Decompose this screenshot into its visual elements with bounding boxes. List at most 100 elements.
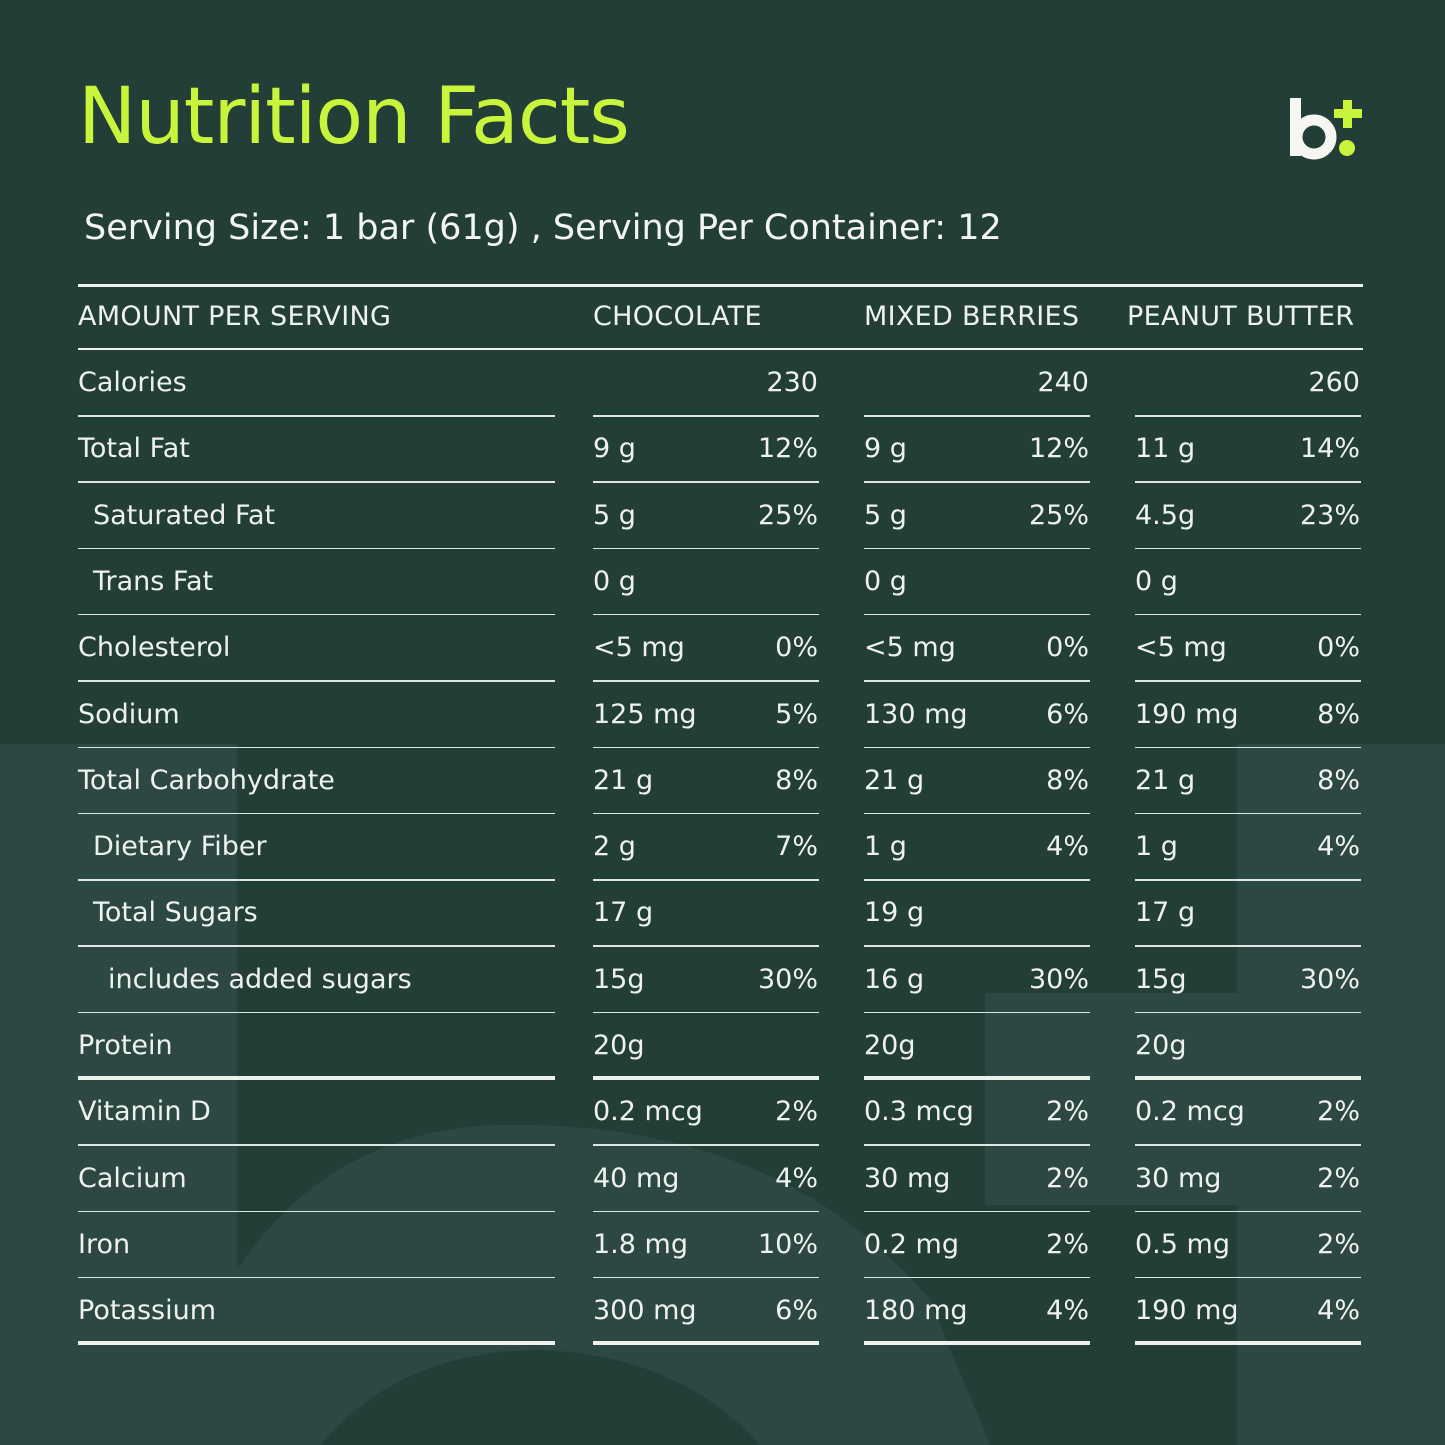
row-divider (593, 1076, 819, 1080)
nutrient-label: Sodium (78, 698, 180, 730)
nutrient-label: Calories (78, 367, 187, 398)
table-row: Sodium 125 mg 5% 130 mg 6% 190 mg 8% (0, 682, 1445, 748)
amount-value: 19 g (864, 897, 925, 929)
nutrient-label: Potassium (78, 1295, 217, 1327)
amount-value: 15g (1135, 963, 1187, 995)
daily-value-percent: 6% (1046, 698, 1089, 730)
row-divider (864, 746, 1090, 748)
daily-value-percent: 5% (775, 698, 818, 730)
table-row: Cholesterol <5 mg 0% <5 mg 0% <5 mg 0% (0, 615, 1445, 682)
row-divider (78, 547, 555, 550)
daily-value-percent: 8% (1046, 764, 1089, 796)
amount-value: 1 g (1135, 831, 1178, 863)
daily-value-percent: 7% (775, 831, 818, 863)
row-divider (78, 1144, 555, 1146)
row-divider (1135, 481, 1361, 483)
amount-value: 0 g (593, 565, 636, 597)
row-divider (593, 1144, 819, 1146)
amount-value: 30 mg (1135, 1162, 1222, 1194)
amount-value: 21 g (864, 764, 925, 796)
row-divider (78, 415, 555, 417)
amount-value: 0 g (1135, 565, 1178, 597)
daily-value-percent: 12% (757, 433, 818, 465)
table-row: Trans Fat 0 g 0 g 0 g (0, 549, 1445, 616)
row-divider (864, 680, 1090, 682)
row-divider (1135, 879, 1361, 881)
amount-value: 20g (593, 1030, 645, 1061)
daily-value-percent: 0% (1317, 632, 1360, 664)
amount-value: 17 g (593, 897, 654, 929)
header-divider (78, 348, 1363, 350)
row-divider (593, 547, 819, 550)
amount-value: 21 g (1135, 764, 1196, 796)
amount-value: 5 g (593, 499, 636, 531)
amount-value: 0.2 mcg (1135, 1096, 1245, 1128)
table-row: includes added sugars 15g 30% 16 g 30% 15g 30% (0, 947, 1445, 1014)
table-row: Calories 230 240 260 (0, 350, 1445, 417)
row-divider (864, 945, 1090, 947)
row-divider (78, 812, 555, 815)
row-divider (1135, 1276, 1361, 1279)
amount-value: 5 g (864, 499, 907, 531)
row-divider (864, 1076, 1090, 1080)
row-divider (864, 1341, 1090, 1346)
table-row: Vitamin D 0.2 mcg 2% 0.3 mcg 2% 0.2 mcg 2% (0, 1079, 1445, 1146)
amount-value: 15g (593, 963, 645, 995)
daily-value-percent: 2% (1317, 1096, 1360, 1128)
row-divider (864, 1276, 1090, 1279)
daily-value-percent: 4% (1046, 1295, 1089, 1327)
row-divider (1135, 415, 1361, 417)
amount-value: 0.2 mcg (593, 1096, 703, 1128)
row-divider (864, 879, 1090, 881)
daily-value-percent: 4% (1317, 1295, 1360, 1327)
daily-value-percent: 2% (775, 1096, 818, 1128)
row-divider (78, 680, 555, 682)
page-title: Nutrition Facts (78, 72, 630, 162)
nutrient-label: Trans Fat (93, 565, 214, 597)
amount-value: 1 g (864, 831, 907, 863)
amount-value: 0.2 mg (864, 1228, 959, 1260)
amount-value: 0 g (864, 565, 907, 597)
daily-value-percent: 2% (1317, 1228, 1360, 1260)
nutrient-label: includes added sugars (108, 963, 412, 995)
amount-value: 0.5 mg (1135, 1228, 1230, 1260)
row-divider (593, 415, 819, 417)
row-divider (593, 1276, 819, 1279)
daily-value-percent: 8% (1317, 764, 1360, 796)
amount-value: <5 mg (593, 632, 685, 664)
daily-value-percent: 12% (1028, 433, 1089, 465)
row-divider (78, 1011, 555, 1014)
row-divider (593, 812, 819, 815)
row-divider (864, 481, 1090, 483)
row-divider (1135, 1341, 1361, 1346)
amount-value: 190 mg (1135, 1295, 1239, 1327)
amount-value: 30 mg (864, 1162, 951, 1194)
amount-value: 300 mg (593, 1295, 697, 1327)
daily-value-percent: 2% (1317, 1162, 1360, 1194)
daily-value-percent: 4% (1046, 831, 1089, 863)
row-divider (78, 1341, 555, 1346)
header-amount: AMOUNT PER SERVING (78, 301, 392, 332)
table-row: Saturated Fat 5 g 25% 5 g 25% 4.5g 23% (0, 483, 1445, 550)
daily-value-percent: 30% (1299, 963, 1360, 995)
amount-value: 21 g (593, 764, 654, 796)
row-divider (593, 746, 819, 748)
daily-value-percent: 4% (775, 1162, 818, 1194)
daily-value-percent: 4% (1317, 831, 1360, 863)
table-row: Iron 1.8 mg 10% 0.2 mg 2% 0.5 mg 2% (0, 1212, 1445, 1279)
row-divider (1135, 547, 1361, 550)
table-row: Calcium 40 mg 4% 30 mg 2% 30 mg 2% (0, 1146, 1445, 1213)
row-divider (78, 481, 555, 483)
table-row: Total Carbohydrate 21 g 8% 21 g 8% 21 g 8% (0, 748, 1445, 815)
amount-value: 17 g (1135, 897, 1196, 929)
amount-value: 11 g (1135, 433, 1196, 465)
daily-value-percent: 25% (1028, 499, 1089, 531)
row-divider (864, 547, 1090, 550)
row-divider (864, 613, 1090, 616)
amount-value: 16 g (864, 963, 925, 995)
header-divider (78, 284, 1363, 287)
daily-value-percent: 14% (1299, 433, 1360, 465)
daily-value-percent: 23% (1299, 499, 1360, 531)
daily-value-percent: 0% (1046, 632, 1089, 664)
row-divider (78, 945, 555, 947)
